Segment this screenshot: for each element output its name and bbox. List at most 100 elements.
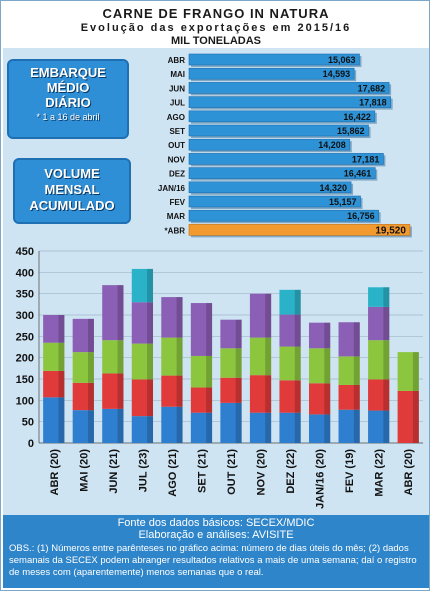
daily-bar-chart: ABR 15,063 MAI 14,593 JUN 17,682 JUL 17,818 AGO 1… — [158, 53, 412, 238]
segment-shade — [58, 342, 65, 371]
segment-shade — [235, 348, 242, 378]
segment-shade — [58, 370, 65, 398]
stacked-segment — [102, 408, 124, 443]
elaboration-note: Elaboração e análises: AVISITE — [138, 529, 294, 541]
segment-shade — [176, 406, 183, 443]
segment-shade — [353, 356, 360, 385]
header: CARNE DE FRANGO IN NATURA Evolução das e… — [3, 3, 429, 47]
stacked-segment — [190, 303, 213, 356]
daily-value-label: 16,756 — [347, 211, 375, 221]
daily-bar — [188, 209, 379, 222]
segment-shade — [87, 318, 94, 353]
daily-bar — [188, 181, 352, 194]
stacked-segment — [190, 412, 213, 443]
y-tick-label: 250 — [16, 331, 34, 343]
segment-shade — [235, 402, 242, 443]
volume-line: VOLUME — [44, 166, 100, 181]
volume-line: MENSAL — [44, 182, 100, 197]
y-tick-label: 350 — [16, 289, 34, 301]
stacked-segment — [72, 382, 94, 411]
daily-value-label: 17,818 — [359, 98, 387, 108]
embarque-line: EMBARQUE — [30, 65, 106, 80]
segment-shade — [147, 379, 154, 417]
segment-shade — [412, 352, 419, 391]
y-tick-label: 0 — [28, 438, 34, 450]
embarque-note: * 1 a 16 de abril — [36, 112, 100, 122]
daily-category-label: JAN/16 — [158, 184, 186, 193]
stacked-segment — [220, 377, 242, 403]
segment-shade — [353, 322, 360, 357]
segment-shade — [324, 348, 331, 384]
embarque-line: DIÁRIO — [45, 95, 91, 110]
stacked-segment — [249, 293, 272, 338]
daily-value-label: 15,157 — [329, 197, 357, 207]
daily-category-label: MAR — [167, 212, 185, 221]
stacked-segment — [308, 348, 331, 384]
segment-shade — [117, 373, 124, 409]
x-category-label: OUT (21) — [226, 449, 238, 495]
y-tick-label: 450 — [16, 246, 34, 258]
x-category-label: JUL (23) — [137, 449, 149, 493]
y-tick-label: 300 — [16, 310, 34, 322]
monthly-panel: 0 50 100 150 200 250 300 350 400 450 ABR (20) MAI (… — [3, 243, 429, 515]
daily-bar — [188, 53, 360, 66]
daily-bar — [188, 195, 361, 208]
segment-shade — [235, 319, 242, 349]
daily-category-label: DEZ — [169, 170, 185, 179]
stacked-segment — [338, 384, 360, 410]
stacked-segment — [368, 410, 390, 443]
segment-shade — [383, 410, 390, 443]
daily-value-label: 17,682 — [358, 83, 386, 93]
daily-category-label: NOV — [168, 155, 186, 164]
segment-shade — [324, 322, 331, 349]
page-title: CARNE DE FRANGO IN NATURA — [102, 6, 330, 21]
stacked-segment — [161, 297, 183, 338]
segment-shade — [206, 303, 213, 356]
daily-category-label: MAI — [170, 70, 185, 79]
stacked-segment — [43, 397, 65, 443]
segment-shade — [147, 268, 154, 303]
x-category-label: ABR (20) — [403, 449, 415, 496]
stacked-segment — [249, 375, 272, 413]
daily-bar — [188, 224, 411, 236]
y-tick-label: 400 — [16, 267, 34, 279]
segment-shade — [265, 412, 272, 443]
segment-shade — [265, 337, 272, 376]
stacked-segment — [220, 402, 242, 443]
daily-value-label: 19,520 — [375, 225, 406, 236]
daily-category-label: OUT — [168, 141, 185, 150]
daily-category-label: *ABR — [165, 226, 186, 235]
x-category-label: AGO (21) — [167, 449, 179, 497]
footer: Fonte dos dados básicos: SECEX/MDIC Elab… — [3, 515, 429, 588]
daily-value-label: 14,593 — [323, 69, 351, 79]
stacked-segment — [368, 287, 390, 307]
daily-bar — [188, 67, 355, 80]
stacked-segment — [43, 342, 65, 371]
stacked-segment — [161, 375, 183, 407]
stacked-segment — [72, 410, 94, 443]
stacked-segment — [279, 380, 301, 413]
stacked-segment — [131, 268, 154, 303]
stacked-segment — [131, 302, 154, 344]
stacked-segment — [279, 346, 301, 381]
stacked-segment — [131, 379, 154, 417]
segment-shade — [206, 412, 213, 443]
stacked-segment — [102, 340, 124, 374]
stacked-segment — [368, 340, 390, 380]
daily-value-label: 14,208 — [318, 140, 346, 150]
segment-shade — [235, 377, 242, 403]
x-category-label: ABR (20) — [49, 449, 61, 496]
segment-shade — [87, 352, 94, 383]
y-tick-label: 200 — [16, 353, 34, 365]
stacked-segment — [190, 355, 213, 388]
stacked-segment — [249, 337, 272, 376]
x-category-label: MAI (20) — [78, 449, 90, 492]
volume-line: ACUMULADO — [29, 198, 115, 213]
segment-shade — [294, 314, 301, 347]
segment-shade — [353, 409, 360, 443]
x-category-label: MAR (22) — [374, 449, 386, 497]
segment-shade — [383, 287, 390, 307]
stacked-segment — [397, 390, 419, 443]
x-category-label: JUN (21) — [108, 449, 120, 494]
segment-shade — [87, 410, 94, 443]
